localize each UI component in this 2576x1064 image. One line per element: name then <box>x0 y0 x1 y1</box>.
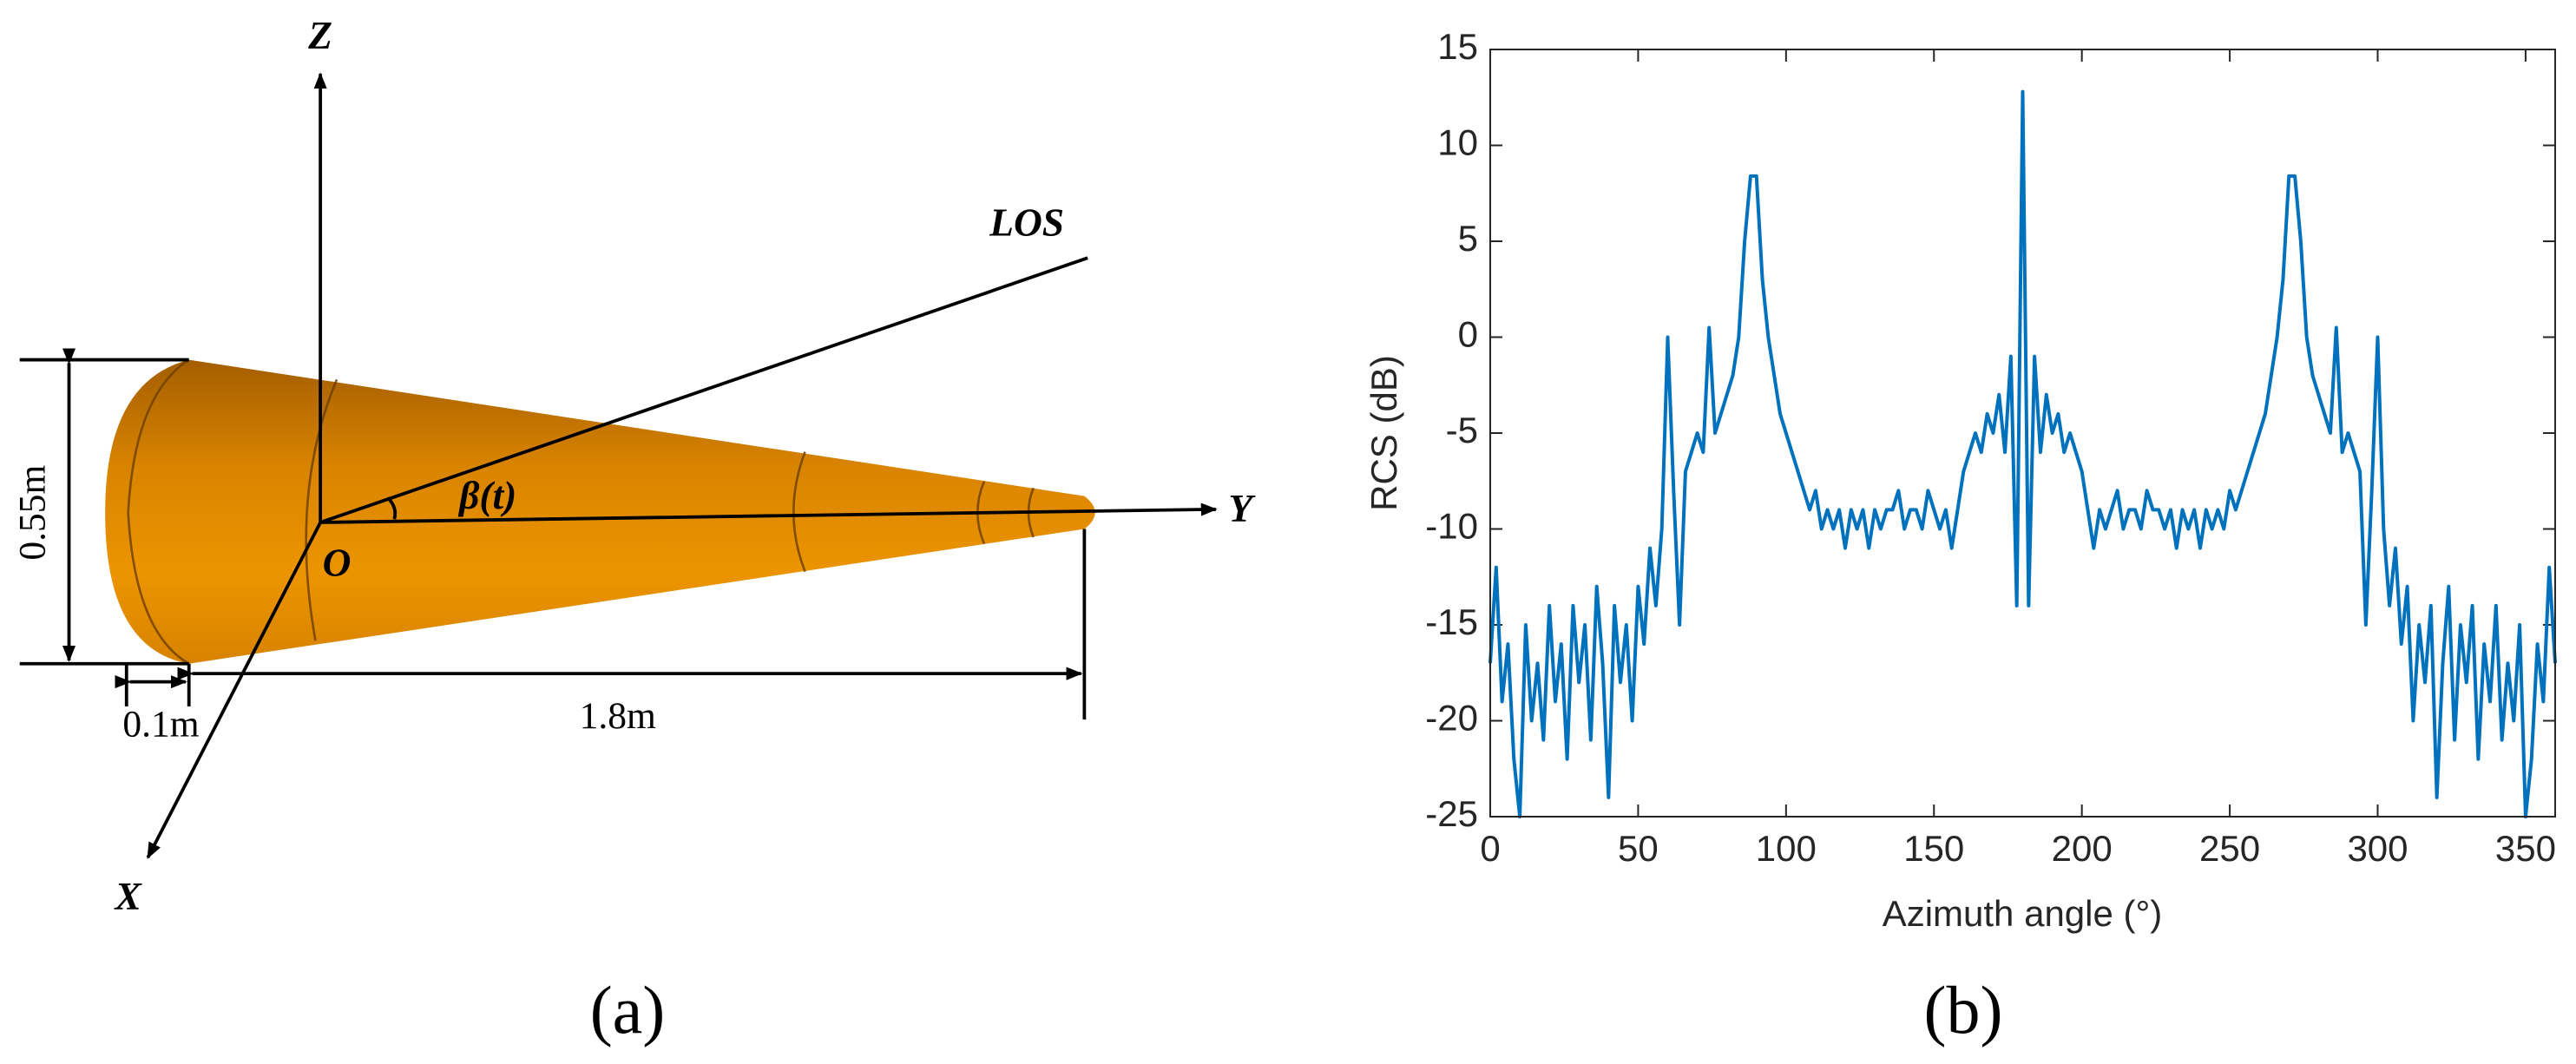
plot-frame <box>1489 49 2556 818</box>
dim-label: 0.1m <box>122 704 199 745</box>
x-tick-label: 100 <box>1756 828 1817 869</box>
los-label: LOS <box>989 201 1064 245</box>
ring <box>792 451 806 573</box>
y-tick-label: -20 <box>1425 698 1478 739</box>
y-tick-label: 10 <box>1437 122 1478 163</box>
dim-label: 1.8m <box>580 695 656 737</box>
x-tick-label: 350 <box>2495 828 2556 869</box>
x-axis <box>146 522 322 859</box>
axis-label: Y <box>1228 487 1256 530</box>
dim-label: 0.55m <box>12 464 54 560</box>
origin-label: O <box>323 542 352 585</box>
x-axis-label: Azimuth angle (°) <box>1883 893 2163 934</box>
x-tick-label: 150 <box>1903 828 1964 869</box>
y-tick-label: 15 <box>1437 26 1478 67</box>
axis-label: Z <box>307 14 332 57</box>
y-tick-label: 0 <box>1458 314 1478 355</box>
ring <box>305 378 338 641</box>
axis-label: X <box>114 875 143 918</box>
y-axis <box>320 502 1218 524</box>
x-tick-label: 0 <box>1480 828 1500 869</box>
x-tick-label: 200 <box>2052 828 2113 869</box>
x-tick-label: 300 <box>2347 828 2408 869</box>
panel-label: (a) <box>590 972 666 1048</box>
y-tick-label: -25 <box>1425 793 1478 834</box>
y-axis-label: RCS (dB) <box>1364 355 1404 511</box>
los-line <box>319 256 1088 524</box>
cone-diagram: Z Y X LOS O β(t) 0.55m 0.1m 1.8m <box>12 14 1257 918</box>
ring <box>127 358 190 665</box>
x-tick-label: 250 <box>2199 828 2260 869</box>
y-tick-label: 5 <box>1458 218 1478 259</box>
y-tick-label: -15 <box>1425 601 1478 642</box>
y-tick-label: -5 <box>1446 410 1478 450</box>
panel-label: (b) <box>1924 972 2003 1048</box>
x-tick-label: 50 <box>1618 828 1659 869</box>
angle-label: β(t) <box>457 474 516 517</box>
rcs-line <box>1488 89 2557 818</box>
cone <box>105 359 1095 664</box>
angle-arc <box>386 496 398 520</box>
y-tick-label: -10 <box>1425 506 1478 547</box>
